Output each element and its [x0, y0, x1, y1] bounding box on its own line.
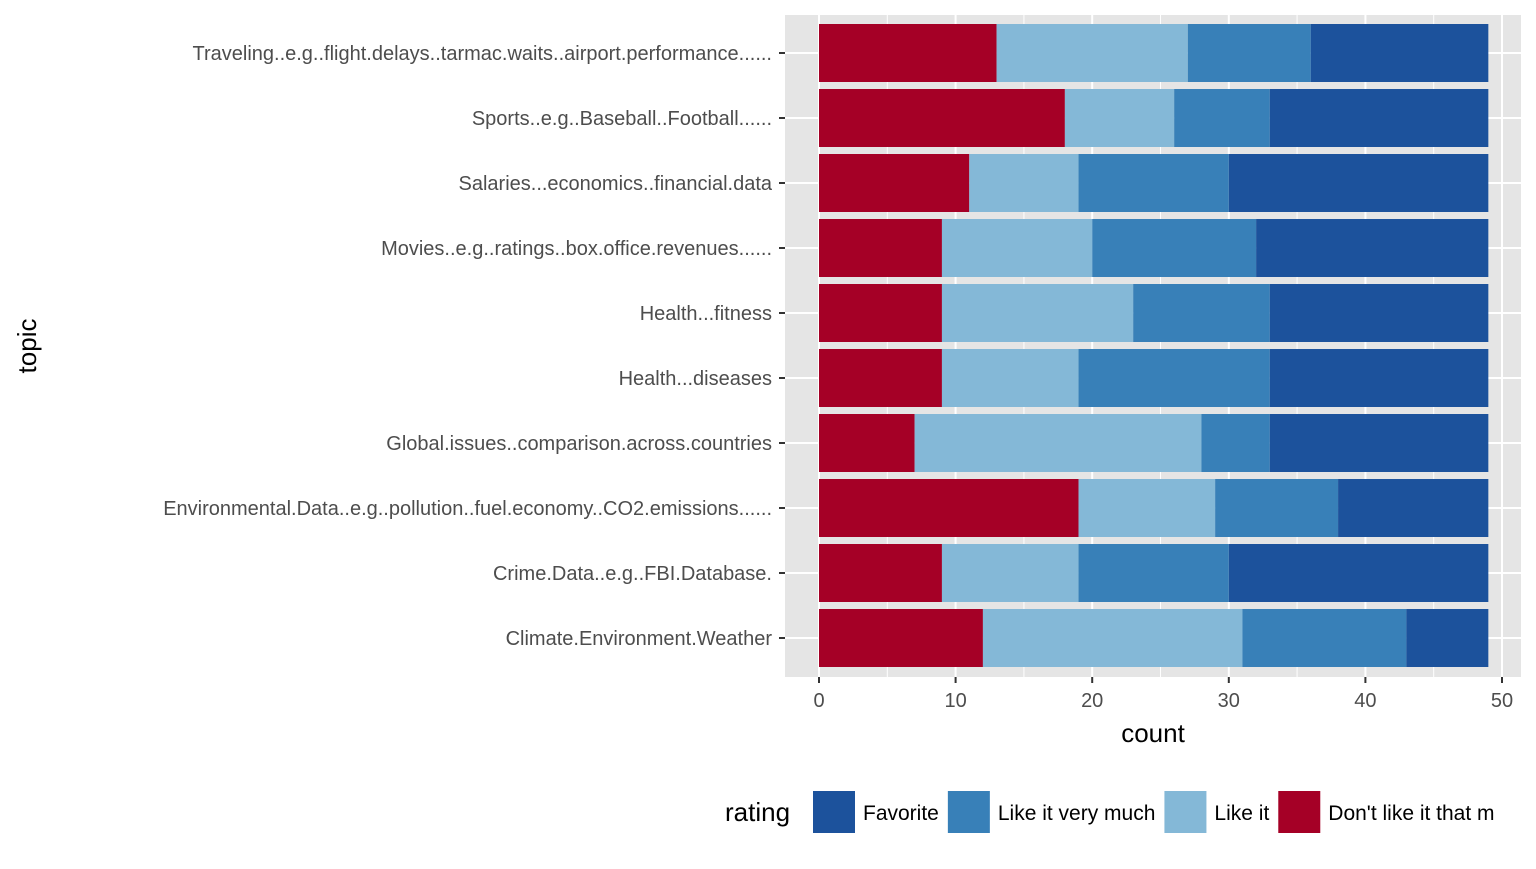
x-tick-label: 50: [1491, 690, 1513, 712]
bar-segment: [1078, 544, 1229, 602]
bar-segment: [941, 219, 1093, 277]
bar-segment: [1201, 414, 1270, 472]
y-tick-label: Movies..e.g..ratings..box.office.revenue…: [381, 238, 772, 260]
y-tick-label: Health...fitness: [640, 303, 772, 325]
y-tick-label: Crime.Data..e.g..FBI.Database.: [493, 563, 772, 585]
bar-segment: [819, 414, 915, 472]
x-tick-label: 10: [944, 690, 966, 712]
bar-segment: [1215, 479, 1339, 537]
legend-key: [813, 791, 855, 833]
bar-segment: [1064, 89, 1175, 147]
y-tick-label: Climate.Environment.Weather: [506, 628, 773, 650]
legend-title: rating: [725, 797, 790, 827]
bar-segment: [1228, 544, 1489, 602]
x-tick-label: 40: [1354, 690, 1376, 712]
bar-segment: [982, 609, 1243, 667]
bar-segment: [941, 349, 1079, 407]
legend-label: Like it: [1214, 802, 1269, 825]
bar-segment: [941, 284, 1134, 342]
bar-segment: [819, 349, 942, 407]
bars: [819, 24, 1489, 667]
legend-key: [947, 791, 990, 833]
bar-segment: [1269, 349, 1489, 407]
legend-label: Don't like it that m: [1328, 802, 1494, 825]
bar-segment: [1228, 154, 1489, 212]
bar-segment: [969, 154, 1079, 212]
bar-segment: [819, 154, 970, 212]
y-axis: Traveling..e.g..flight.delays..tarmac.wa…: [163, 43, 785, 650]
bar-segment: [1078, 349, 1270, 407]
bar-segment: [941, 544, 1079, 602]
bar-segment: [1310, 24, 1489, 82]
legend: rating Favorite Like it very much Like it D…: [725, 791, 1495, 833]
bar-segment: [819, 544, 942, 602]
bar-segment: [1338, 479, 1489, 537]
bar-segment: [1242, 609, 1407, 667]
bar-segment: [1078, 479, 1216, 537]
legend-label: Like it very much: [998, 802, 1156, 825]
bar-segment: [914, 414, 1202, 472]
x-tick-label: 20: [1081, 690, 1103, 712]
bar-segment: [1174, 89, 1270, 147]
bar-segment: [1406, 609, 1489, 667]
y-tick-label: Global.issues..comparison.across.countri…: [386, 433, 772, 455]
x-axis: 0 10 20 30 40 50: [813, 677, 1513, 712]
bar-segment: [819, 24, 997, 82]
bar-segment: [1269, 284, 1489, 342]
bar-segment: [1187, 24, 1311, 82]
y-axis-title: topic: [12, 319, 42, 374]
y-tick-label: Sports..e.g..Baseball..Football......: [472, 108, 772, 130]
bar-segment: [1078, 154, 1229, 212]
y-tick-label: Traveling..e.g..flight.delays..tarmac.wa…: [193, 43, 773, 65]
bar-segment: [819, 89, 1065, 147]
legend-key: [1278, 791, 1321, 833]
bar-segment: [1269, 414, 1489, 472]
legend-key: [1164, 791, 1207, 833]
y-tick-label: Salaries...economics..financial.data: [459, 173, 773, 195]
bar-segment: [819, 284, 942, 342]
x-axis-title: count: [1121, 718, 1185, 748]
legend-label: Favorite: [863, 802, 939, 825]
bar-segment: [1133, 284, 1270, 342]
x-tick-label: 0: [813, 690, 824, 712]
y-tick-label: Health...diseases: [619, 368, 772, 390]
bar-segment: [819, 609, 983, 667]
x-tick-label: 30: [1218, 690, 1240, 712]
bar-segment: [1256, 219, 1489, 277]
bar-segment: [996, 24, 1188, 82]
bar-segment: [819, 479, 1079, 537]
bar-segment: [1269, 89, 1489, 147]
bar-segment: [819, 219, 942, 277]
y-tick-label: Environmental.Data..e.g..pollution..fuel…: [163, 498, 772, 520]
bar-segment: [1092, 219, 1257, 277]
